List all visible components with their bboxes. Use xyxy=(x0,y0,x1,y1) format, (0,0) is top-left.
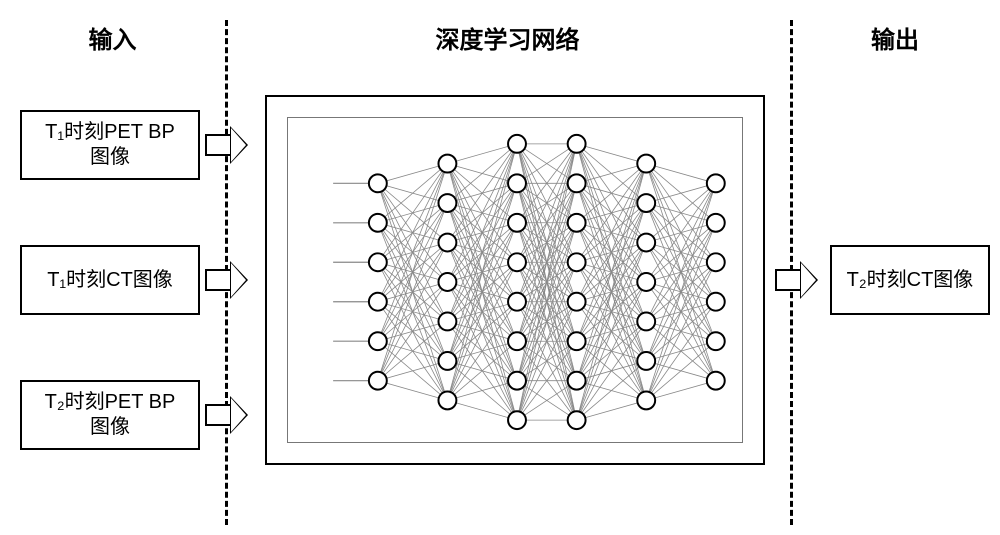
network-panel xyxy=(265,95,765,465)
section-label-network-text: 深度学习网络 xyxy=(436,27,580,54)
neural-network-diagram xyxy=(288,118,746,446)
diagram-stage: 输入 深度学习网络 输出 T₁时刻PET BP图像 T₁时刻CT图像 T₂时刻P… xyxy=(0,0,1000,535)
input-box-t1-pet-bp: T₁时刻PET BP图像 xyxy=(20,110,200,180)
input-box-label: T₁时刻CT图像 xyxy=(47,268,173,293)
arrow-in1 xyxy=(205,126,249,164)
arrow-in3 xyxy=(205,396,249,434)
input-box-t1-ct: T₁时刻CT图像 xyxy=(20,245,200,315)
input-box-t2-pet-bp: T₂时刻PET BP图像 xyxy=(20,380,200,450)
arrow-shaft xyxy=(205,134,231,156)
section-label-network: 深度学习网络 xyxy=(225,20,790,55)
section-label-output-text: 输出 xyxy=(871,27,919,54)
arrow-shaft xyxy=(775,269,801,291)
output-box-label: T₂时刻CT图像 xyxy=(847,268,974,293)
arrow-out xyxy=(775,261,819,299)
arrow-head-icon xyxy=(230,261,248,299)
section-label-input: 输入 xyxy=(0,20,225,55)
arrow-in2 xyxy=(205,261,249,299)
arrow-head-icon xyxy=(800,261,818,299)
arrow-shaft xyxy=(205,404,231,426)
arrow-shaft xyxy=(205,269,231,291)
output-box-t2-ct: T₂时刻CT图像 xyxy=(830,245,990,315)
input-box-label: T₁时刻PET BP图像 xyxy=(45,120,175,170)
section-label-input-text: 输入 xyxy=(89,27,137,54)
arrow-head-icon xyxy=(230,396,248,434)
input-box-label: T₂时刻PET BP图像 xyxy=(45,390,176,440)
network-inner-panel xyxy=(287,117,743,443)
arrow-head-icon xyxy=(230,126,248,164)
section-label-output: 输出 xyxy=(790,20,1000,55)
